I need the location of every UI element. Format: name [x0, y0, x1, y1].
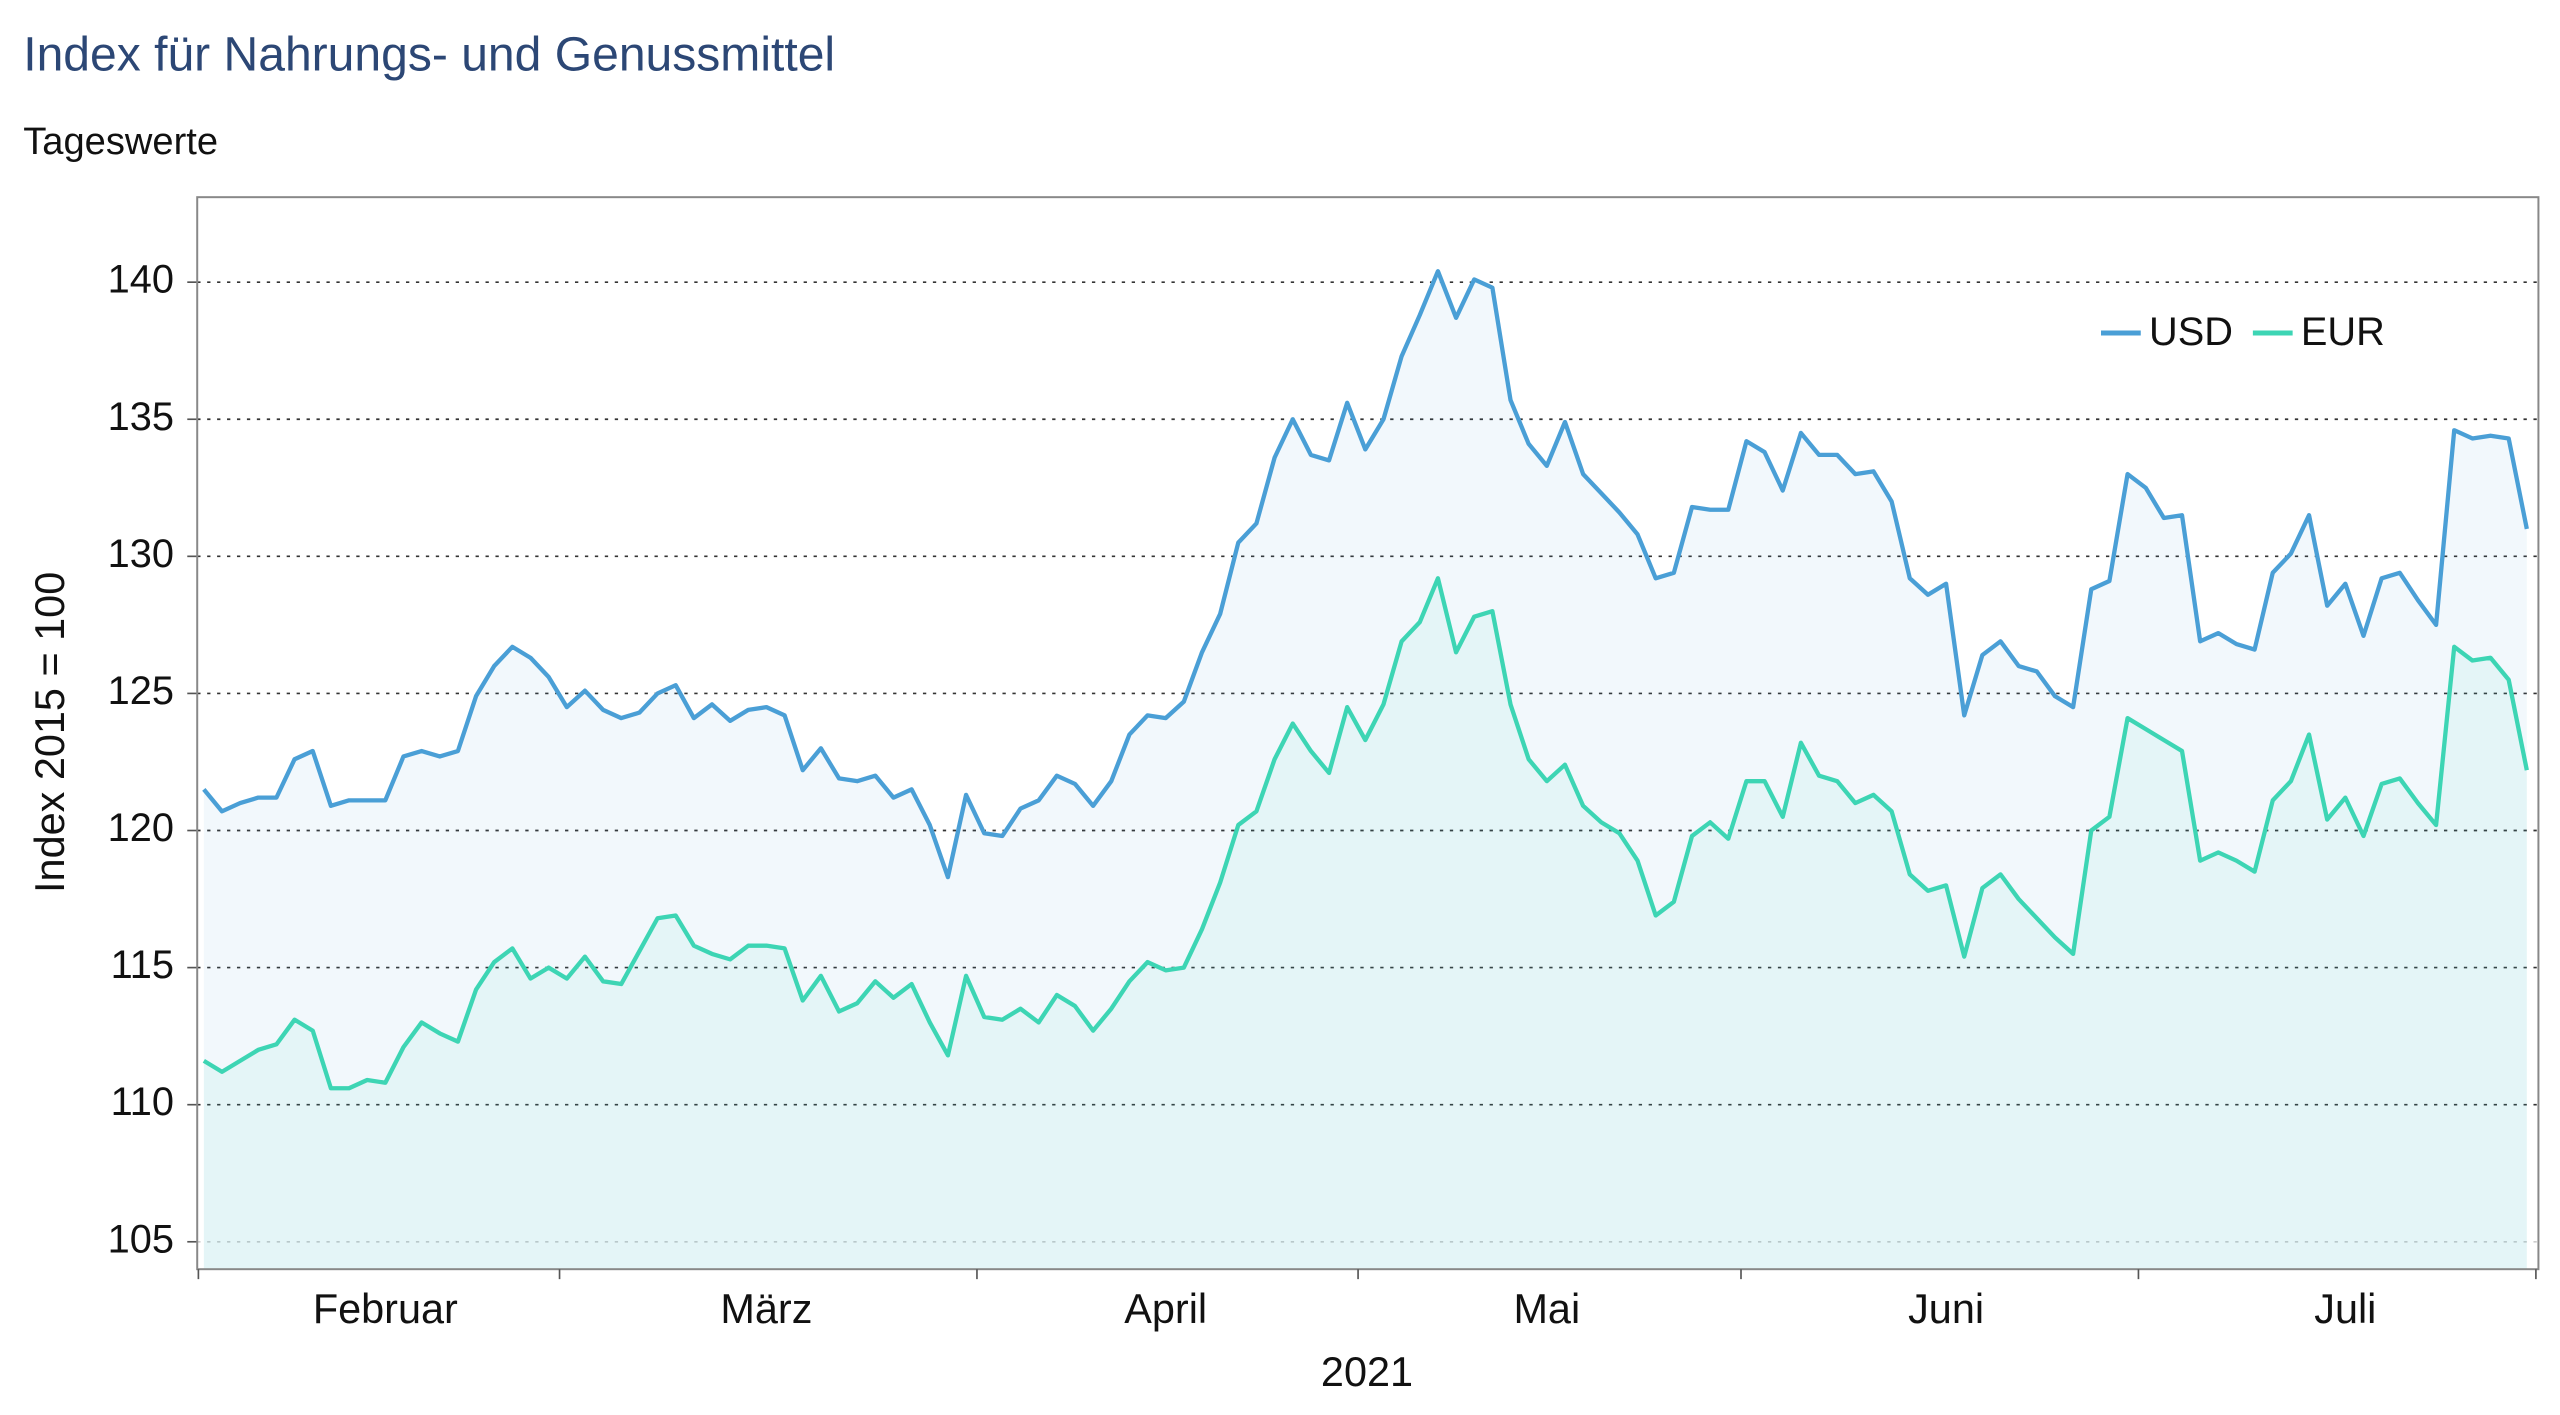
x-tick-label: April [1124, 1286, 1207, 1332]
y-tick-label: 120 [108, 806, 174, 850]
y-tick-label: 110 [111, 1080, 174, 1124]
x-tick-label: Mai [1513, 1286, 1580, 1332]
chart-subtitle: Tageswerte [23, 121, 218, 163]
legend-label: USD [2149, 310, 2233, 354]
y-tick-label: 140 [108, 258, 174, 302]
area-fill [203, 271, 2527, 1270]
legend-label: EUR [2301, 310, 2385, 354]
series-line [202, 576, 2529, 1091]
y-tick-label: 115 [111, 943, 174, 987]
y-tick-label: 130 [108, 532, 174, 576]
series-line [202, 269, 2529, 880]
y-tick-label: 105 [108, 1217, 174, 1261]
x-tick-label: März [720, 1286, 812, 1332]
x-tick-label: Juni [1908, 1286, 1984, 1332]
y-tick-label: 125 [108, 669, 174, 713]
x-axis-label: 2021 [1321, 1349, 1413, 1395]
y-axis-label: Index 2015 = 100 [27, 572, 73, 893]
x-tick-label: Februar [313, 1286, 458, 1332]
chart-title: Index für Nahrungs- und Genussmittel [23, 29, 835, 82]
plot-frame [196, 196, 2540, 1271]
area-fill [203, 578, 2527, 1270]
x-tick-label: Juli [2314, 1286, 2376, 1332]
y-tick-label: 135 [108, 395, 174, 439]
